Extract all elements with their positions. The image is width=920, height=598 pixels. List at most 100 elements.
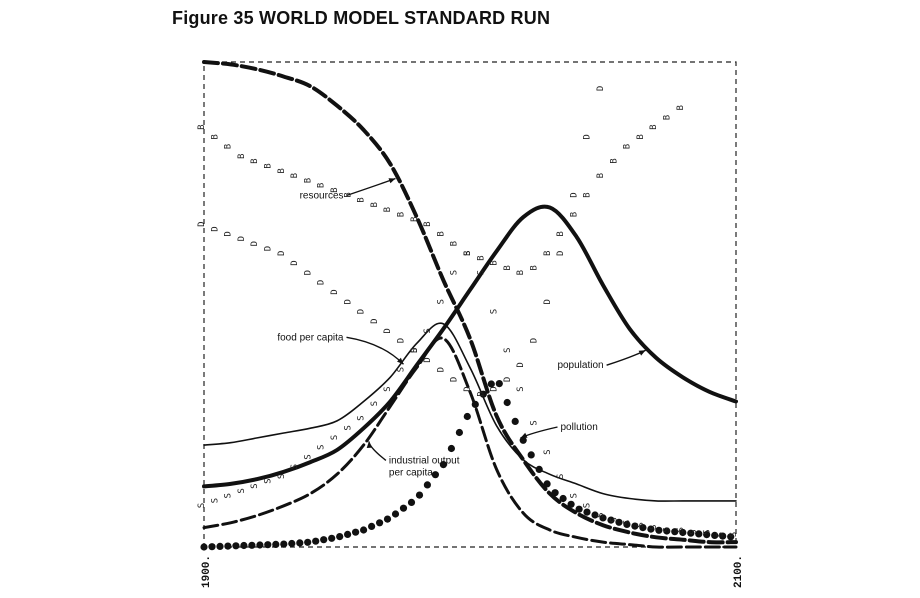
series-point-services-per-capita: S xyxy=(410,348,420,353)
series-point-death-rate: D xyxy=(583,134,593,139)
series-point-death-rate: D xyxy=(397,338,407,343)
series-layer: BBBBBBBBBBBBBBBBBBBBBBBBBBBBBBBBBBBBBDDD… xyxy=(197,60,739,551)
series-point-death-rate: D xyxy=(450,377,460,382)
series-point-services-per-capita: S xyxy=(676,527,686,532)
pollution-point xyxy=(352,528,360,536)
series-point-birth-rate: B xyxy=(330,187,340,192)
pollution-point xyxy=(256,541,264,549)
series-point-birth-rate: B xyxy=(516,270,526,275)
series-point-services-per-capita: S xyxy=(530,420,540,425)
series-point-services-per-capita: S xyxy=(436,299,446,304)
series-point-birth-rate: B xyxy=(609,158,619,163)
pollution-point xyxy=(679,528,687,537)
pollution-point xyxy=(567,500,575,508)
pollution-point xyxy=(583,508,591,516)
pollution-point xyxy=(439,461,447,469)
annotation-label-line2: per capita xyxy=(389,467,433,478)
pollution-point xyxy=(591,511,599,519)
figure-title: Figure 35 WORLD MODEL STANDARD RUN xyxy=(172,8,551,28)
series-point-services-per-capita: S xyxy=(569,493,579,498)
pollution-point xyxy=(511,417,519,425)
pollution-point xyxy=(719,532,727,540)
pollution-point xyxy=(639,524,647,532)
pollution-point xyxy=(503,398,511,407)
annotation-population: population xyxy=(557,349,646,371)
annotation-arrow xyxy=(346,177,396,197)
series-point-death-rate: D xyxy=(264,246,274,251)
pollution-point xyxy=(320,536,328,544)
series-point-services-per-capita: S xyxy=(303,454,313,459)
series-point-services-per-capita: S xyxy=(250,483,260,488)
pollution-point xyxy=(344,530,352,539)
series-point-birth-rate: B xyxy=(490,260,500,265)
pollution-point xyxy=(264,541,272,549)
series-point-services-per-capita: S xyxy=(357,415,367,420)
annotation-arrowhead xyxy=(520,432,528,438)
series-point-death-rate: D xyxy=(224,231,234,236)
series-point-services-per-capita: S xyxy=(596,512,606,517)
pollution-point xyxy=(447,444,455,453)
series-point-services-per-capita: S xyxy=(383,386,393,391)
series-point-services-per-capita: S xyxy=(583,503,593,508)
pollution-point xyxy=(551,489,559,497)
series-point-birth-rate: B xyxy=(357,197,367,202)
annotation-arrowhead xyxy=(366,441,373,448)
series-point-services-per-capita: S xyxy=(702,529,712,534)
pollution-point xyxy=(703,531,711,539)
series-point-birth-rate: B xyxy=(569,212,579,217)
series-point-birth-rate: B xyxy=(197,124,207,129)
series-point-services-per-capita: S xyxy=(343,425,353,430)
pollution-point xyxy=(208,543,216,551)
pollution-point xyxy=(368,522,376,531)
pollution-point xyxy=(647,525,655,533)
pollution-point xyxy=(487,380,495,388)
series-line-population xyxy=(202,204,738,489)
series-point-services-per-capita: S xyxy=(423,328,433,333)
series-point-death-rate: D xyxy=(277,251,287,256)
series-point-services-per-capita: S xyxy=(516,386,526,391)
series-point-death-rate: D xyxy=(503,377,513,382)
series-point-services-per-capita: S xyxy=(397,367,407,372)
series-point-services-per-capita: S xyxy=(290,464,300,469)
series-point-death-rate: D xyxy=(357,309,367,314)
pollution-point xyxy=(607,516,615,524)
series-point-birth-rate: B xyxy=(410,217,420,222)
series-point-services-per-capita: S xyxy=(450,270,460,275)
series-point-death-rate: D xyxy=(410,348,420,353)
annotation-arrowhead xyxy=(397,357,404,365)
pollution-point xyxy=(280,540,288,548)
annotation-label: population xyxy=(557,360,603,371)
series-point-death-rate: D xyxy=(530,338,540,343)
pollution-point xyxy=(200,543,208,551)
series-point-birth-rate: B xyxy=(503,265,513,270)
series-point-birth-rate: B xyxy=(596,173,606,178)
series-point-services-per-capita: S xyxy=(237,488,247,493)
series-point-birth-rate: B xyxy=(649,124,659,129)
pollution-point xyxy=(655,526,663,534)
pollution-point xyxy=(248,541,256,549)
series-point-birth-rate: B xyxy=(250,158,260,163)
pollution-point xyxy=(663,527,671,535)
series-point-death-rate: D xyxy=(490,386,500,391)
series-point-death-rate: D xyxy=(317,280,327,285)
series-point-services-per-capita: S xyxy=(716,532,726,537)
series-point-services-per-capita: S xyxy=(689,529,699,534)
pollution-point xyxy=(559,494,567,503)
series-point-services-per-capita: S xyxy=(556,474,566,479)
series-point-services-per-capita: S xyxy=(197,503,207,508)
series-point-services-per-capita: S xyxy=(649,525,659,530)
series-point-services-per-capita: S xyxy=(636,522,646,527)
series-point-services-per-capita: S xyxy=(476,270,486,275)
pollution-point xyxy=(376,519,384,527)
pollution-point xyxy=(312,537,320,545)
pollution-point xyxy=(415,491,424,499)
pollution-point xyxy=(479,390,487,398)
series-point-death-rate: D xyxy=(543,299,553,304)
series-point-services-per-capita: S xyxy=(210,498,220,503)
series-point-birth-rate: B xyxy=(463,251,473,256)
pollution-point xyxy=(575,505,583,513)
series-point-birth-rate: B xyxy=(383,207,393,212)
pollution-point xyxy=(615,518,623,526)
